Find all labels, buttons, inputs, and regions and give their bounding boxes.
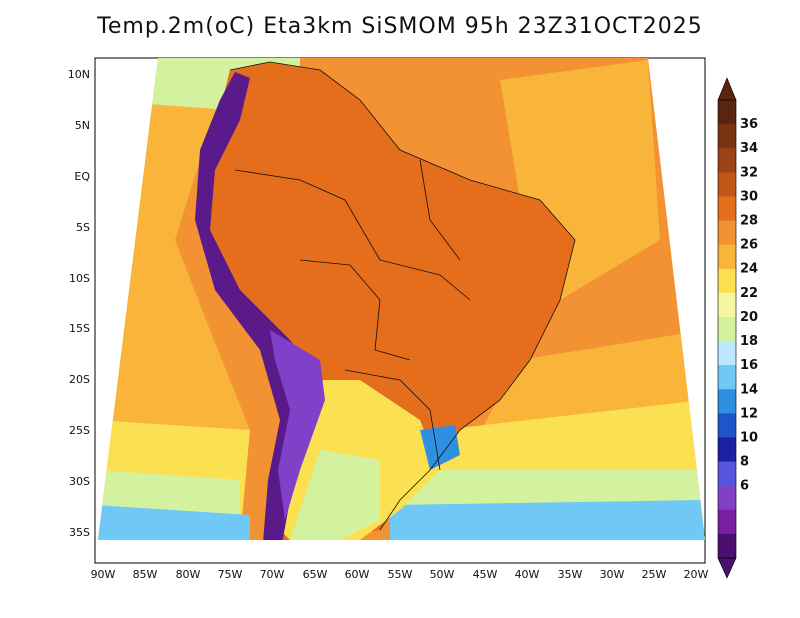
lat-label: 20S (69, 373, 90, 386)
lon-label: 35W (558, 568, 583, 581)
colorbar-segment (718, 172, 736, 197)
temperature-field (98, 58, 705, 540)
colorbar-segment (718, 220, 736, 246)
colorbar-label: 16 (740, 358, 758, 373)
lon-label: 20W (684, 568, 709, 581)
colorbar-label: 12 (740, 406, 758, 421)
lon-label: 50W (430, 568, 455, 581)
colorbar-label: 20 (740, 310, 758, 325)
colorbar-label: 26 (740, 238, 758, 253)
colorbar-label: 36 (740, 117, 758, 132)
colorbar-label: 34 (740, 141, 758, 156)
lat-label: 5N (75, 119, 90, 132)
lon-label: 75W (218, 568, 243, 581)
lon-label: 25W (642, 568, 667, 581)
southeast-cool-spot (420, 425, 460, 470)
colorbar: 36 34 32 30 28 26 24 22 20 18 16 14 12 10 8 6 (717, 77, 758, 579)
colorbar-label: 18 (740, 334, 758, 349)
colorbar-segment (718, 413, 736, 438)
colorbar-segment (718, 485, 736, 511)
lon-label: 80W (176, 568, 201, 581)
colorbar-bottom-arrow (717, 557, 737, 579)
lon-label: 65W (303, 568, 328, 581)
colorbar-segment (718, 437, 736, 463)
colorbar-top-arrow (717, 77, 737, 101)
colorbar-segment (718, 244, 736, 270)
lat-label: 10S (69, 272, 90, 285)
colorbar-segment (718, 365, 736, 390)
colorbar-segment (718, 533, 736, 559)
colorbar-segment (718, 461, 736, 487)
country-borders (229, 61, 576, 531)
andes-altiplano (270, 330, 325, 520)
lon-label: 30W (600, 568, 625, 581)
lat-label: 35S (69, 526, 90, 539)
colorbar-label: 28 (740, 214, 758, 229)
colorbar-label: 24 (740, 262, 758, 277)
colorbar-segment (718, 100, 736, 125)
lat-axis: 10N 5N EQ 5S 10S 15S 20S 25S 30S 35S (68, 68, 91, 539)
lon-label: 45W (473, 568, 498, 581)
lon-label: 55W (388, 568, 413, 581)
patagonia-region (290, 450, 380, 540)
colorbar-label: 10 (740, 430, 758, 445)
lat-label: EQ (74, 170, 90, 183)
lat-label: 5S (76, 221, 90, 234)
pacific-cold-band (98, 505, 250, 540)
lon-axis: 90W 85W 80W 75W 70W 65W 60W 55W 50W 45W … (91, 568, 709, 581)
colorbar-segment (718, 316, 736, 342)
map-title: Temp.2m(oC) Eta3km SiSMOM 95h 23Z31OCT20… (97, 14, 703, 39)
colorbar-segment (718, 196, 736, 222)
colorbar-segment (718, 389, 736, 414)
colorbar-segment (718, 292, 736, 318)
lat-label: 30S (69, 475, 90, 488)
colorbar-segment (718, 148, 736, 173)
colorbar-frame (717, 99, 737, 559)
lon-label: 90W (91, 568, 116, 581)
colorbar-label: 32 (740, 165, 758, 180)
lat-label: 10N (68, 68, 90, 81)
colorbar-segment (718, 509, 736, 535)
colorbar-label: 14 (740, 382, 758, 397)
lon-label: 70W (260, 568, 285, 581)
atlantic-cold-band (390, 500, 705, 540)
lat-label: 15S (69, 322, 90, 335)
colorbar-label: 22 (740, 286, 758, 301)
colorbar-segment (718, 268, 736, 294)
lon-label: 85W (133, 568, 158, 581)
colorbar-segment (718, 341, 736, 366)
lat-label: 25S (69, 424, 90, 437)
colorbar-label: 8 (740, 455, 749, 470)
lon-label: 40W (515, 568, 540, 581)
colorbar-label: 30 (740, 189, 758, 204)
colorbar-label: 6 (740, 479, 749, 494)
colorbar-segment (718, 124, 736, 149)
lon-label: 60W (345, 568, 370, 581)
